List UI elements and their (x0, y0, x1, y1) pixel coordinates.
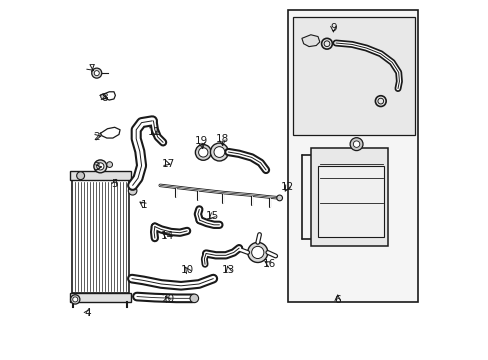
Text: 12: 12 (280, 182, 294, 192)
Circle shape (97, 163, 104, 170)
Circle shape (77, 172, 84, 180)
Text: 17: 17 (162, 159, 175, 169)
Text: 19: 19 (194, 136, 208, 145)
Text: 7: 7 (87, 64, 94, 74)
Circle shape (198, 148, 207, 157)
Circle shape (190, 294, 198, 303)
Circle shape (94, 160, 106, 173)
Text: 11: 11 (147, 127, 161, 136)
Text: 16: 16 (263, 259, 276, 269)
Text: 10: 10 (180, 265, 193, 275)
Text: 13: 13 (221, 265, 235, 275)
Circle shape (214, 147, 224, 157)
Bar (287, 10, 418, 302)
Circle shape (353, 141, 359, 147)
Bar (70, 171, 131, 180)
Circle shape (247, 242, 267, 262)
Text: 3: 3 (93, 162, 100, 172)
Text: 9: 9 (329, 23, 336, 33)
Circle shape (94, 71, 99, 76)
Text: 14: 14 (161, 231, 174, 240)
Circle shape (210, 143, 228, 161)
Circle shape (106, 162, 112, 167)
Circle shape (195, 144, 211, 160)
Circle shape (92, 68, 102, 78)
Text: 4: 4 (84, 308, 91, 318)
Circle shape (128, 275, 135, 282)
Circle shape (251, 246, 264, 258)
Circle shape (276, 195, 282, 201)
Bar (317, 166, 384, 237)
Text: 2: 2 (93, 132, 100, 142)
Bar (70, 293, 131, 302)
Text: 5: 5 (111, 179, 118, 189)
Text: 1: 1 (141, 200, 147, 210)
Bar (292, 17, 414, 135)
Text: 18: 18 (215, 134, 228, 144)
Text: 20: 20 (161, 294, 174, 304)
Circle shape (128, 186, 137, 195)
Bar (72, 180, 129, 293)
Circle shape (73, 297, 78, 302)
Circle shape (101, 94, 105, 99)
Text: 6: 6 (334, 295, 340, 305)
Bar (310, 148, 387, 246)
Circle shape (349, 138, 362, 150)
Text: 15: 15 (205, 211, 219, 221)
Polygon shape (301, 35, 319, 46)
Circle shape (70, 295, 80, 304)
Text: 8: 8 (101, 93, 108, 103)
